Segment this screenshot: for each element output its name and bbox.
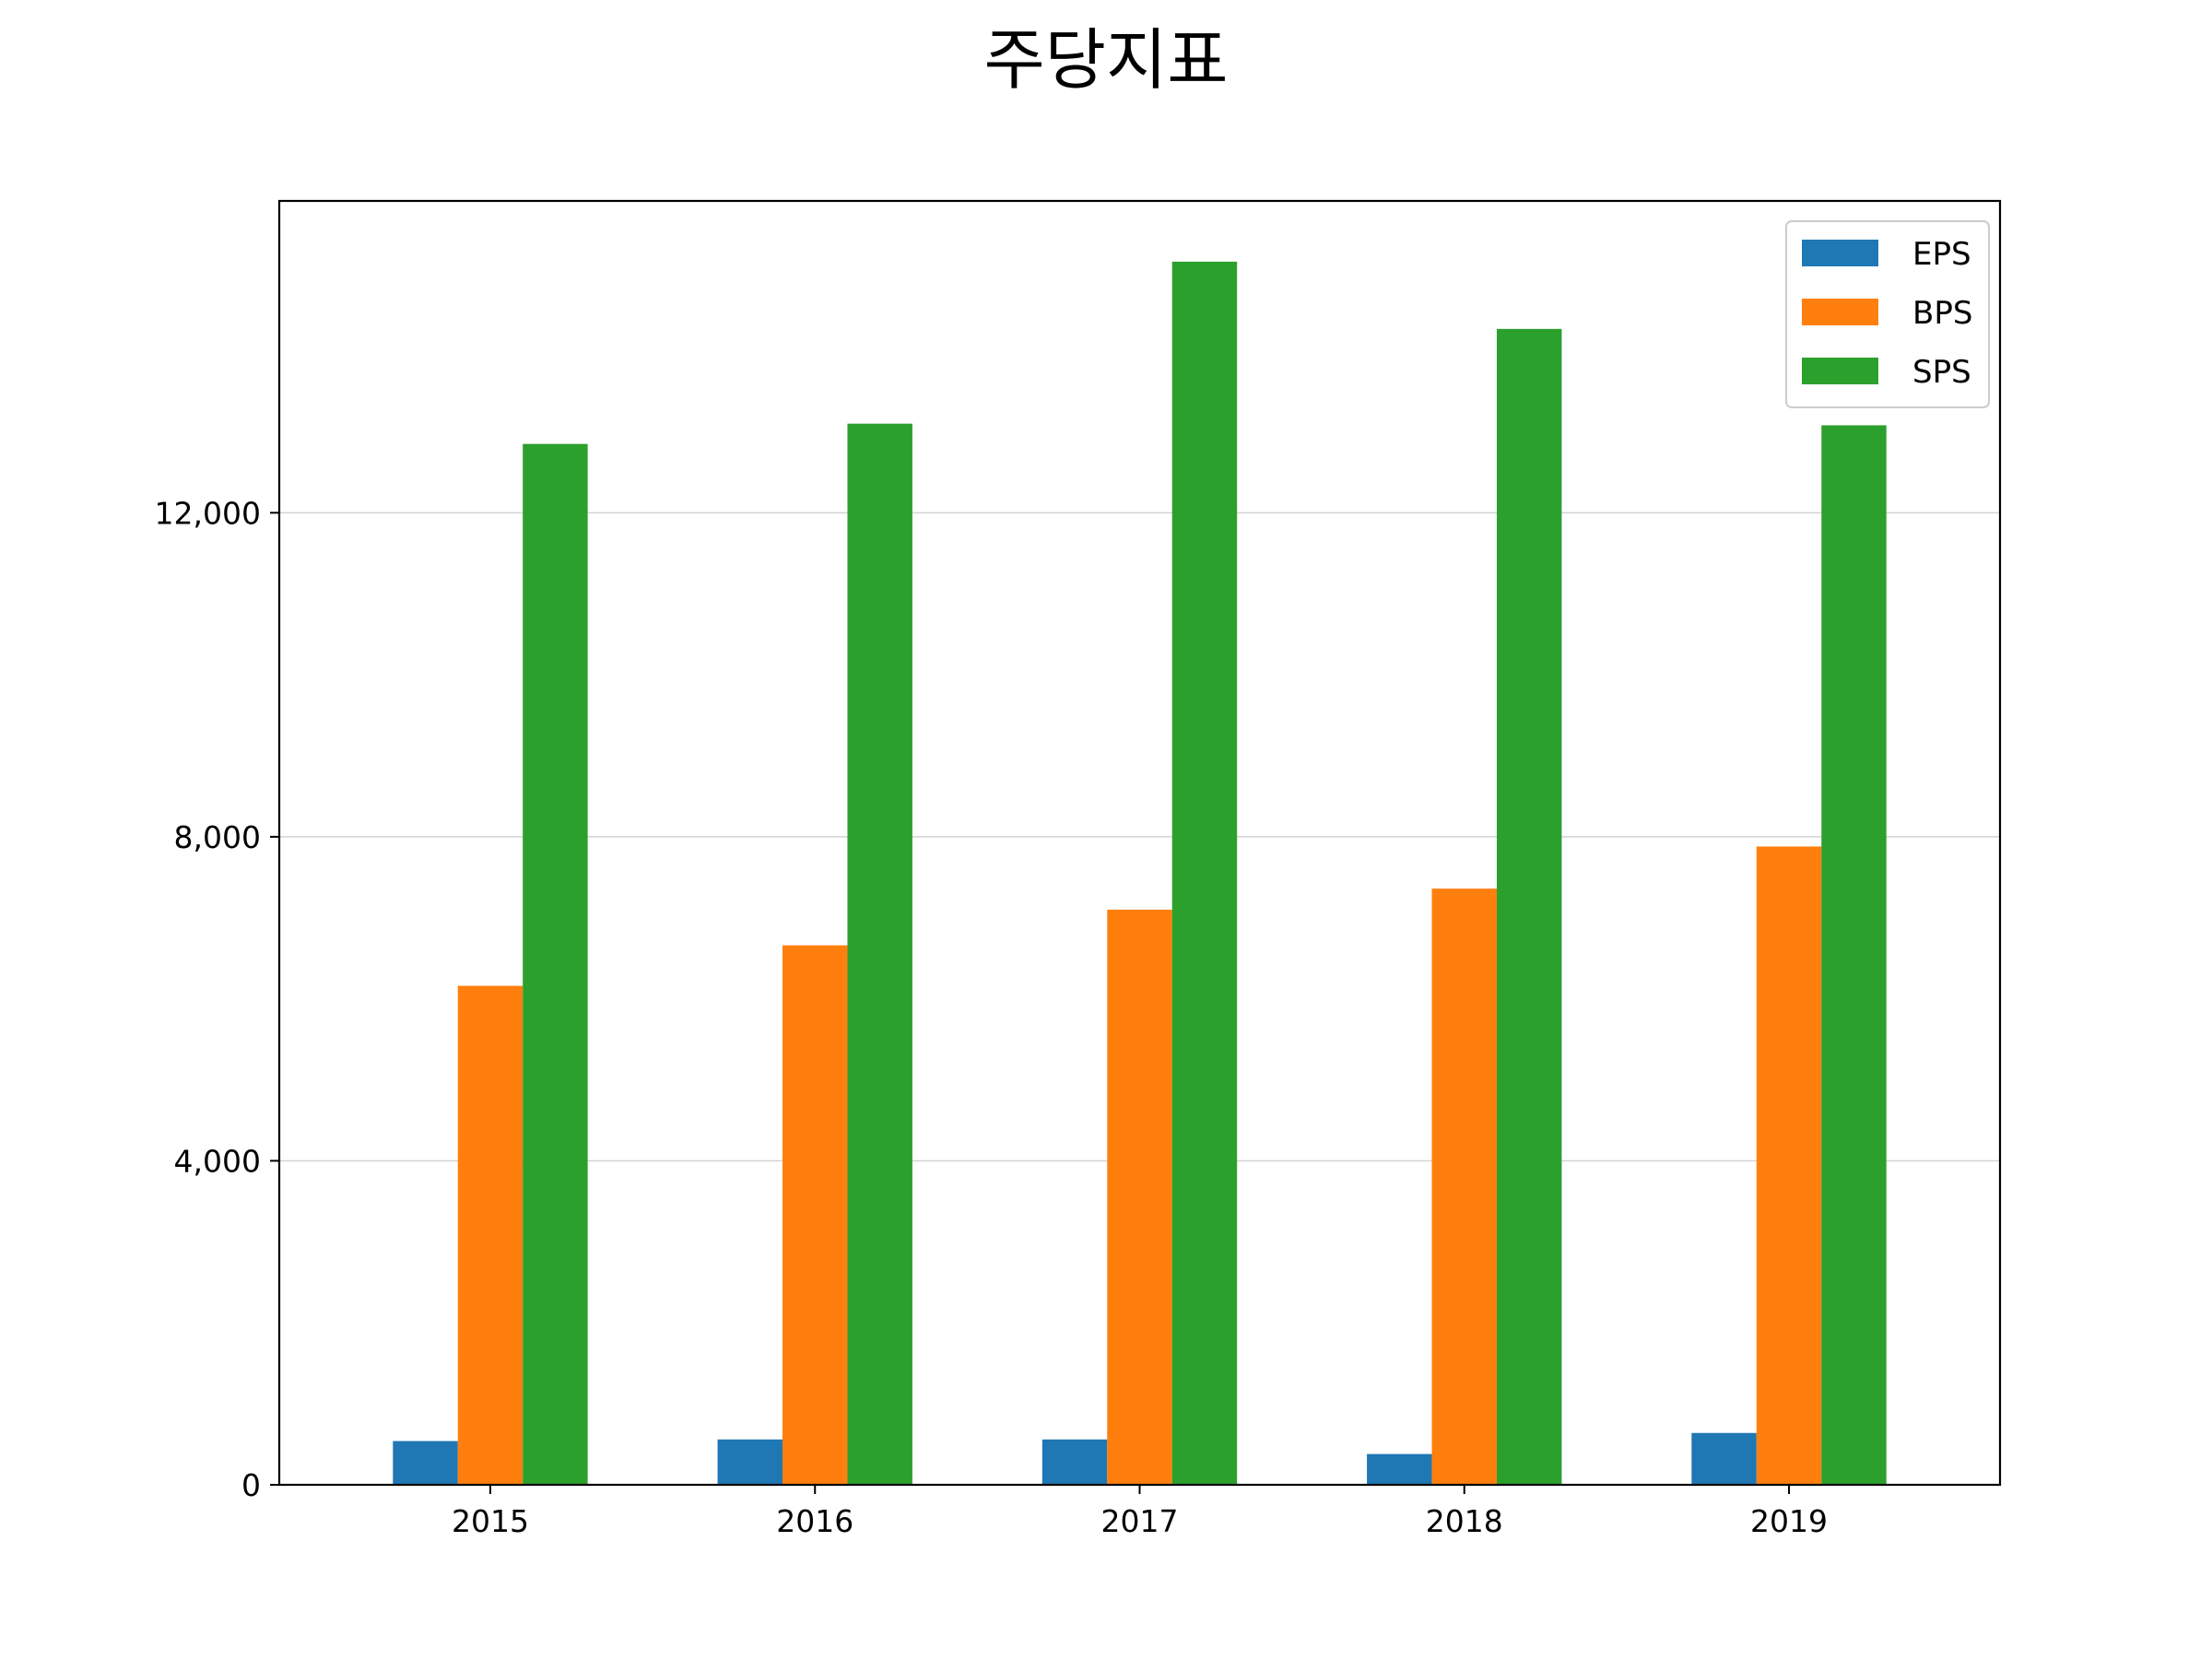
bar-sps-2018 xyxy=(1496,328,1562,1485)
bar-eps-2018 xyxy=(1367,1453,1432,1485)
legend-swatch-bps xyxy=(1802,299,1878,325)
legend-swatch-eps xyxy=(1802,240,1878,266)
x-tick-label: 2016 xyxy=(776,1503,853,1539)
bars xyxy=(393,261,1887,1486)
x-tick-label: 2017 xyxy=(1101,1503,1179,1539)
bar-bps-2015 xyxy=(457,985,524,1485)
legend-label-bps: BPS xyxy=(1912,295,1972,332)
y-tick-label: 0 xyxy=(241,1467,261,1503)
bar-bps-2019 xyxy=(1756,846,1822,1485)
bar-bps-2018 xyxy=(1431,888,1497,1485)
y-axis: 0 4,000 8,000 12,000 xyxy=(155,495,279,1503)
bar-eps-2019 xyxy=(1691,1432,1757,1485)
legend: EPS BPS SPS xyxy=(1785,220,1990,408)
bar-eps-2016 xyxy=(717,1439,783,1485)
bar-sps-2017 xyxy=(1171,261,1238,1486)
bar-bps-2017 xyxy=(1107,910,1172,1485)
y-tick-label: 8,000 xyxy=(174,819,261,855)
y-tick-label: 12,000 xyxy=(155,495,261,531)
bar-sps-2015 xyxy=(523,443,588,1485)
bar-eps-2015 xyxy=(393,1441,458,1485)
bar-sps-2016 xyxy=(847,423,912,1485)
x-axis: 2015 2016 2017 2018 2019 xyxy=(452,1485,1828,1539)
bar-eps-2017 xyxy=(1041,1439,1108,1485)
legend-label-eps: EPS xyxy=(1912,236,1971,273)
x-tick-label: 2018 xyxy=(1426,1503,1503,1539)
chart-title: 주당지표 xyxy=(984,21,1229,99)
bar-sps-2019 xyxy=(1821,425,1887,1485)
x-tick-label: 2019 xyxy=(1750,1503,1828,1539)
y-tick-label: 4,000 xyxy=(174,1143,261,1179)
legend-label-sps: SPS xyxy=(1912,354,1971,391)
x-tick-label: 2015 xyxy=(452,1503,529,1539)
legend-swatch-sps xyxy=(1802,358,1878,384)
bar-bps-2016 xyxy=(782,945,848,1485)
